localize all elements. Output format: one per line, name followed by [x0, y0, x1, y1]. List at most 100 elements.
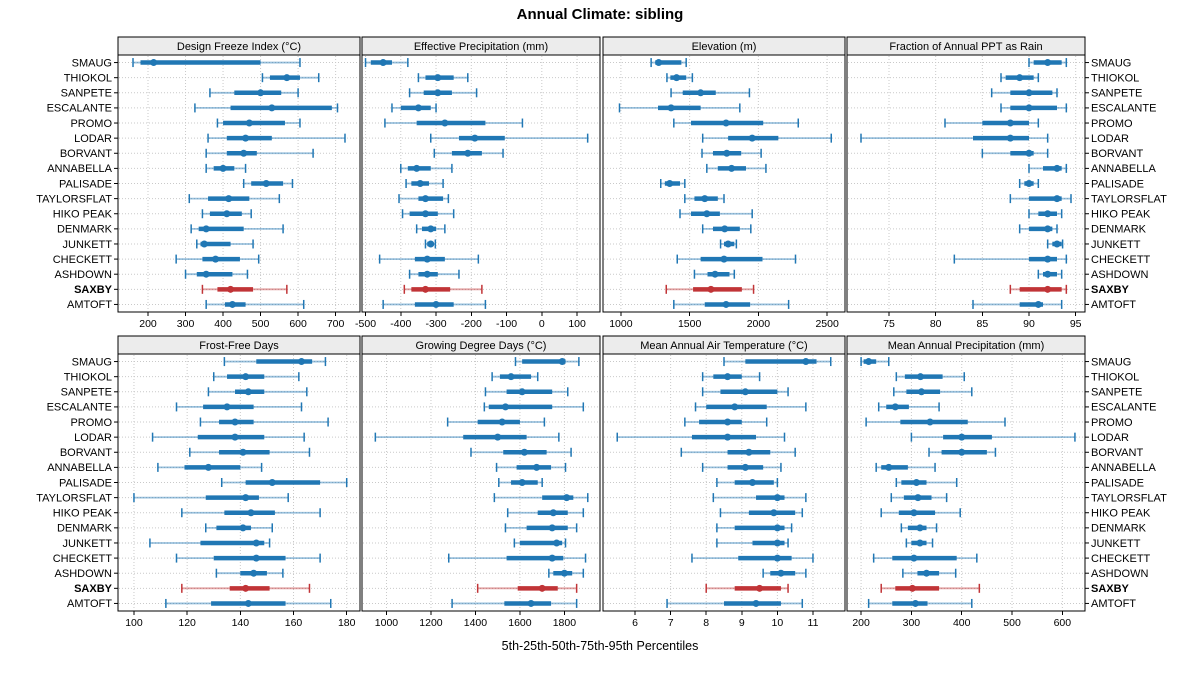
series-lodar	[430, 133, 589, 143]
axis-tick-label: 1000	[375, 617, 399, 629]
panel-growing-degree-days-c: Growing Degree Days (°C) 1000 1200 1400 1600…	[361, 335, 601, 629]
station-label-right: ESCALANTE	[1091, 103, 1156, 115]
median-dot	[1053, 195, 1061, 203]
median-dot	[297, 358, 305, 366]
panel-fraction-of-annual-ppt-as-rain: Fraction of Annual PPT as Rain 75 80 85 90 95	[846, 36, 1086, 330]
series-annabella	[1028, 163, 1068, 173]
series-checkett	[953, 254, 1068, 264]
series-taylorsflat	[188, 194, 281, 204]
panel-title: Design Freeze Index (°C)	[177, 41, 301, 53]
series-amtoft	[867, 598, 973, 608]
panel-mean-annual-precipitation-mm: Mean Annual Precipitation (mm) 200 300 400 5…	[846, 335, 1086, 629]
median-dot	[724, 240, 732, 248]
station-label-right: ASHDOWN	[1091, 269, 1149, 281]
series-escalante	[483, 402, 585, 412]
station-label-left: LODAR	[74, 432, 112, 444]
median-dot	[673, 74, 681, 82]
panel-elevation-m: Elevation (m) 1000 1500 2000 2500	[602, 36, 846, 330]
series-denmark	[716, 523, 793, 533]
station-label-right: AMTOFT	[1091, 299, 1136, 311]
station-label-right: LODAR	[1091, 133, 1129, 145]
axis-tick-label: -500	[355, 318, 376, 330]
series-checkett	[676, 254, 797, 264]
median-dot	[283, 74, 291, 82]
station-label-left: HIKO PEAK	[53, 209, 113, 221]
median-dot	[498, 418, 506, 426]
axis-tick-label: 0	[539, 318, 545, 330]
panel-grid-1: SMAUG SMAUG THIOKOL THIOKOL SANPETE SANPETE ES…	[36, 57, 1167, 311]
series-amtoft	[673, 299, 790, 309]
series-checkett	[872, 553, 978, 563]
series-saxby	[880, 583, 981, 593]
median-dot	[666, 180, 674, 187]
series-taylorsflat	[684, 194, 725, 204]
series-sanpete	[670, 88, 751, 98]
median-dot	[223, 210, 231, 218]
series-lodar	[860, 133, 1049, 143]
series-saxby	[201, 284, 288, 294]
median-dot	[926, 418, 934, 426]
median-dot	[731, 403, 739, 411]
series-saxby	[181, 583, 311, 593]
station-label-right: SMAUG	[1091, 57, 1131, 69]
series-ashdown	[762, 568, 807, 578]
median-dot	[245, 119, 253, 127]
series-smaug	[1028, 58, 1068, 68]
axis-tick-label: -300	[426, 318, 447, 330]
median-dot	[242, 494, 250, 502]
series-promo	[944, 118, 1040, 128]
series-palisade	[716, 478, 779, 487]
median-dot	[773, 494, 781, 502]
axis-tick-label: 200	[139, 318, 157, 330]
series-ashdown	[902, 568, 957, 578]
series-escalante	[877, 402, 940, 412]
station-label-left: PALISADE	[59, 178, 112, 190]
station-label-left: DENMARK	[57, 224, 113, 236]
median-dot	[242, 373, 250, 381]
axis-tick-label: 600	[1054, 617, 1072, 629]
series-annabella	[495, 462, 567, 472]
median-dot	[711, 270, 719, 278]
series-promo	[384, 118, 524, 128]
median-dot	[916, 539, 924, 547]
median-dot	[533, 463, 541, 471]
axis-tick-label: 500	[252, 318, 270, 330]
axis-tick-label: 300	[177, 318, 195, 330]
station-label-right: SANPETE	[1091, 88, 1142, 100]
median-dot	[1044, 210, 1052, 218]
median-dot	[745, 448, 753, 456]
series-borvant	[701, 148, 762, 158]
station-label-right: LODAR	[1091, 432, 1129, 444]
median-dot	[721, 225, 729, 233]
series-escalante	[391, 103, 437, 113]
series-junkett	[905, 538, 934, 548]
axis-tick-label: 80	[930, 318, 942, 330]
series-denmark	[900, 523, 938, 533]
median-dot	[770, 509, 778, 517]
axis-tick-label: 180	[338, 617, 356, 629]
median-dot	[707, 285, 715, 293]
median-dot	[908, 584, 916, 592]
station-label-left: PALISADE	[59, 477, 112, 489]
median-dot	[1044, 270, 1052, 278]
median-dot	[667, 104, 675, 112]
x-axis-caption: 5th-25th-50th-75th-95th Percentiles	[501, 639, 699, 653]
axis-tick-label: 11	[808, 617, 819, 629]
median-dot	[423, 255, 431, 263]
axis-tick-label: 7	[668, 617, 674, 629]
axis-tick-label: 95	[1070, 318, 1082, 330]
median-dot	[911, 599, 919, 607]
station-label-right: DENMARK	[1091, 224, 1147, 236]
median-dot	[1053, 240, 1061, 248]
panel-title: Elevation (m)	[692, 41, 757, 53]
median-dot	[1044, 255, 1052, 263]
median-dot	[756, 584, 764, 592]
series-borvant	[433, 148, 504, 158]
series-promo	[446, 417, 546, 427]
median-dot	[227, 285, 235, 293]
median-dot	[257, 89, 265, 97]
series-promo	[684, 417, 768, 427]
median-dot	[1025, 180, 1033, 187]
series-escalante	[175, 402, 303, 412]
median-dot	[748, 479, 756, 486]
